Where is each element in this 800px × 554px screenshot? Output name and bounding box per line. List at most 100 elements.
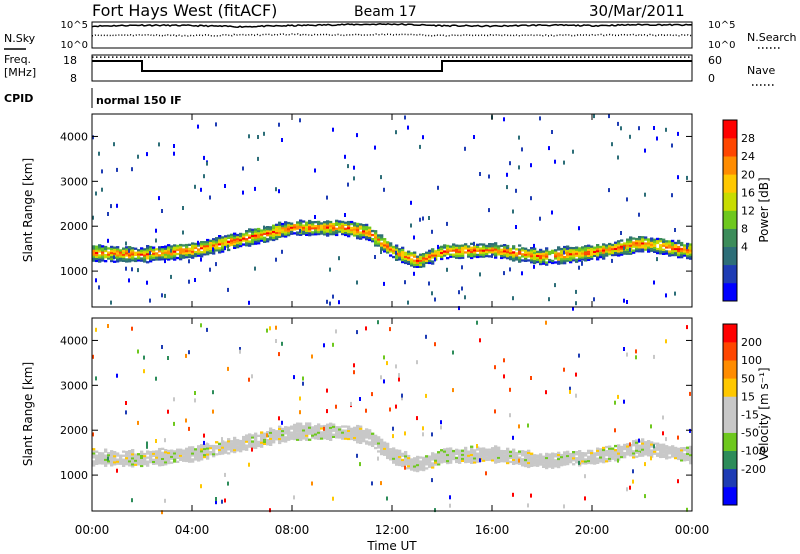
heatmap-cell [215,249,219,252]
heatmap-cell [383,441,387,444]
heatmap-cell [167,457,171,461]
heatmap-scatter-cell [257,156,259,161]
heatmap-cell [209,251,213,255]
heatmap-cell [227,236,231,239]
heatmap-cell [344,223,348,226]
heatmap-cell [644,451,648,454]
heatmap-cell [377,234,381,237]
heatmap-scatter-cell [404,280,406,285]
heatmap-cell [230,442,234,445]
heatmap-cell [299,434,303,437]
freq-label-line2: [MHz] [4,66,36,79]
heatmap-cell [527,449,531,452]
heatmap-cell [626,445,630,448]
heatmap-cell [410,468,414,471]
heatmap-cell [614,245,618,248]
heatmap-cell [380,238,384,241]
heatmap-cell [278,235,282,238]
heatmap-cell [338,436,342,439]
heatmap-cell [182,254,186,257]
heatmap-cell [146,249,150,252]
heatmap-cell [173,458,177,461]
heatmap-scatter-cell [689,428,691,433]
heatmap-cell [521,462,525,465]
heatmap-cell [260,431,264,434]
heatmap-cell [383,240,387,243]
heatmap-cell [251,440,255,443]
heatmap-cell [500,250,504,253]
heatmap-cell [536,252,540,255]
velocity-colorbar-label: Velocity [m s⁻¹] [757,367,771,460]
heatmap-cell [449,457,453,460]
heatmap-cell [185,457,189,461]
heatmap-cell [647,238,651,241]
heatmap-scatter-cell [137,268,139,273]
heatmap-cell [464,456,468,460]
heatmap-cell [281,431,285,435]
heatmap-scatter-cell [155,228,157,233]
heatmap-cell [587,244,591,247]
heatmap-cell [365,428,369,431]
heatmap-cell [188,251,192,254]
heatmap-cell [413,459,417,462]
heatmap-scatter-cell [371,481,373,486]
heatmap-cell [599,249,603,253]
heatmap-cell [608,445,612,448]
heatmap-cell [320,222,324,225]
heatmap-cell [623,447,627,451]
y-tick-label: 4000 [60,130,88,143]
heatmap-cell [533,253,537,256]
heatmap-cell [458,254,462,258]
heatmap-cell [380,452,384,456]
heatmap-scatter-cell [437,244,439,249]
heatmap-cell [689,247,693,250]
heatmap-cell [650,237,654,240]
heatmap-cell [191,458,195,461]
heatmap-cell [374,242,378,245]
heatmap-cell [185,256,189,259]
heatmap-cell [368,429,372,432]
heatmap-cell [293,437,297,441]
heatmap-cell [611,245,615,249]
heatmap-cell [155,456,159,459]
heatmap-cell [311,430,315,433]
heatmap-cell [359,441,363,444]
heatmap-cell [680,451,684,454]
heatmap-cell [644,242,648,245]
heatmap-cell [515,252,519,255]
heatmap-cell [533,458,537,461]
heatmap-cell [605,248,609,251]
heatmap-cell [152,450,156,453]
heatmap-cell [281,433,285,437]
heatmap-cell [320,431,324,434]
heatmap-cell [101,247,105,250]
heatmap-cell [179,247,183,251]
heatmap-cell [164,461,168,464]
heatmap-scatter-cell [257,135,259,139]
heatmap-cell [287,426,291,429]
heatmap-cell [551,249,555,252]
heatmap-cell [614,444,618,448]
heatmap-cell [158,450,162,453]
heatmap-cell [524,257,528,260]
heatmap-cell [563,455,567,458]
heatmap-cell [530,458,534,461]
heatmap-cell [101,251,105,254]
heatmap-cell [488,454,492,457]
heatmap-cell [353,426,357,429]
heatmap-cell [650,241,654,244]
heatmap-cell [554,455,558,458]
heatmap-cell [323,433,327,436]
heatmap-cell [317,429,321,432]
heatmap-cell [341,220,345,224]
heatmap-cell [332,433,336,436]
heatmap-cell [131,457,135,460]
heatmap-cell [506,252,510,256]
heatmap-scatter-cell [335,404,337,409]
heatmap-cell [491,249,495,252]
heatmap-scatter-cell [269,326,271,331]
heatmap-cell [617,252,621,255]
heatmap-cell [245,242,249,245]
heatmap-cell [545,458,549,462]
heatmap-cell [668,246,672,249]
